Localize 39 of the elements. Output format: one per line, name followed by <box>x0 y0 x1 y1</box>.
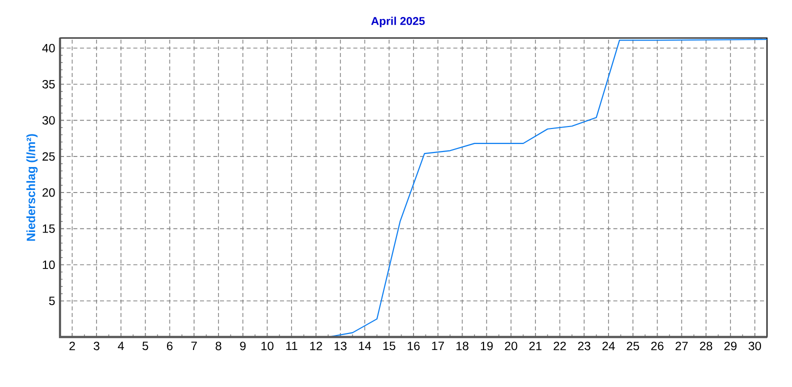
y-axis-title: Niederschlag (l/m²) <box>26 134 38 241</box>
y-tick-label: 40 <box>42 44 55 52</box>
y-tick-label: 30 <box>42 116 55 125</box>
x-tick-label: 7 <box>191 342 197 350</box>
x-tick-label: 18 <box>456 342 468 350</box>
x-tick-label: 16 <box>408 342 420 350</box>
x-tick-label: 13 <box>334 342 347 350</box>
x-tick-label: 4 <box>118 342 124 350</box>
x-tick-label: 9 <box>240 342 246 350</box>
x-tick-label: 15 <box>383 342 396 350</box>
x-tick-label: 27 <box>676 342 688 350</box>
y-tick-label: 10 <box>42 260 55 270</box>
x-tick-label: 14 <box>358 342 372 350</box>
x-tick-label: 29 <box>724 342 737 350</box>
x-tick-label: 11 <box>286 342 298 350</box>
y-tick-label: 20 <box>42 188 55 197</box>
x-tick-label: 25 <box>626 342 640 350</box>
x-tick-label: 26 <box>651 342 664 350</box>
x-tick-label: 30 <box>748 342 762 350</box>
x-tick-label: 22 <box>554 342 566 350</box>
y-tick-label: 5 <box>49 296 55 306</box>
x-tick-label: 5 <box>142 342 148 350</box>
chart-title: April 2025 <box>371 16 425 28</box>
y-tick-label: 35 <box>42 80 55 88</box>
x-tick-label: 8 <box>216 342 222 350</box>
x-tick-label: 23 <box>578 342 590 350</box>
x-tick-label: 17 <box>432 342 444 350</box>
x-tick-label: 28 <box>700 342 712 350</box>
x-tick-label: 20 <box>504 342 518 350</box>
x-tick-label: 6 <box>166 342 173 350</box>
x-tick-label: 10 <box>261 342 274 350</box>
x-tick-label: 19 <box>480 342 493 350</box>
x-tick-label: 12 <box>310 342 322 350</box>
x-tick-label: 2 <box>69 342 75 350</box>
x-tick-label: 21 <box>529 342 542 350</box>
x-tick-label: 24 <box>602 342 615 350</box>
x-tick-label: 3 <box>94 342 100 350</box>
y-tick-label: 25 <box>42 152 55 161</box>
y-tick-label: 15 <box>42 224 55 233</box>
